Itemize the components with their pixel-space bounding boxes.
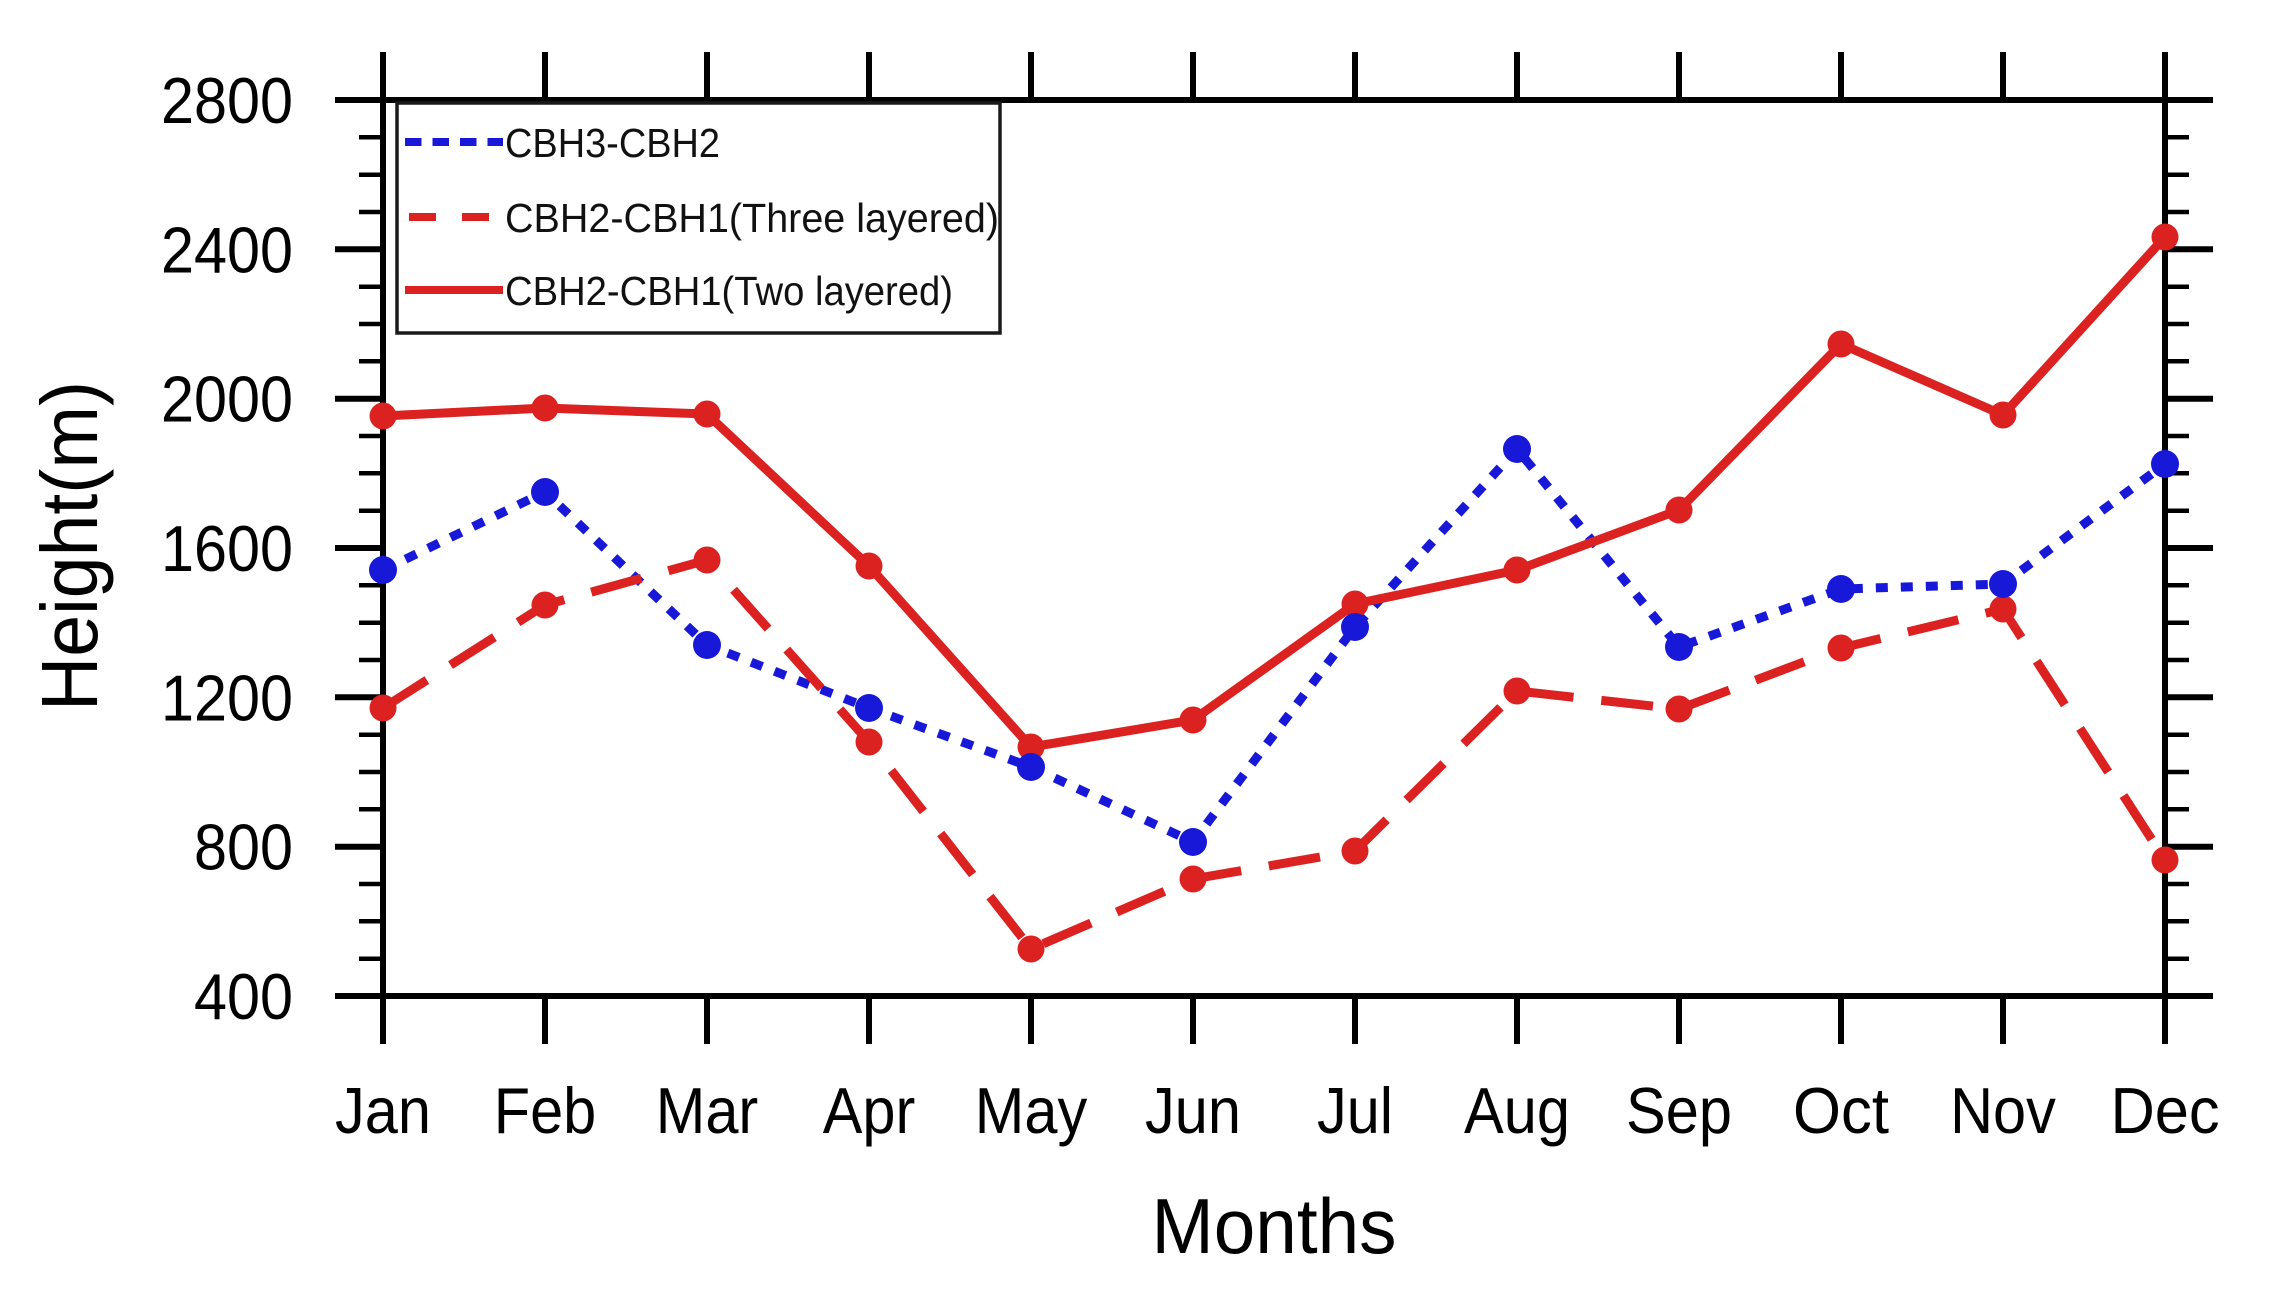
svg-text:2000: 2000: [161, 363, 293, 436]
svg-text:400: 400: [194, 960, 293, 1033]
svg-text:Feb: Feb: [494, 1074, 597, 1147]
svg-text:2400: 2400: [161, 213, 293, 286]
svg-text:Aug: Aug: [1464, 1074, 1570, 1147]
svg-text:2800: 2800: [161, 64, 293, 137]
svg-text:1200: 1200: [161, 661, 293, 734]
svg-text:1600: 1600: [161, 512, 293, 585]
svg-text:May: May: [975, 1074, 1088, 1147]
svg-text:Jan: Jan: [335, 1074, 431, 1147]
svg-text:Apr: Apr: [823, 1074, 916, 1147]
svg-text:Jun: Jun: [1145, 1074, 1241, 1147]
svg-text:Mar: Mar: [656, 1074, 759, 1147]
svg-text:CBH3-CBH2: CBH3-CBH2: [505, 120, 720, 166]
svg-text:800: 800: [194, 811, 293, 884]
svg-text:CBH2-CBH1(Three layered): CBH2-CBH1(Three layered): [505, 195, 999, 241]
svg-text:Nov: Nov: [1950, 1074, 2056, 1147]
svg-text:CBH2-CBH1(Two layered): CBH2-CBH1(Two layered): [505, 268, 953, 314]
svg-text:Months: Months: [1152, 1182, 1397, 1270]
svg-text:Sep: Sep: [1626, 1074, 1732, 1147]
svg-text:Dec: Dec: [2110, 1074, 2219, 1147]
svg-text:Height(m): Height(m): [25, 381, 114, 711]
svg-text:Oct: Oct: [1793, 1074, 1889, 1147]
svg-text:Jul: Jul: [1317, 1074, 1393, 1147]
